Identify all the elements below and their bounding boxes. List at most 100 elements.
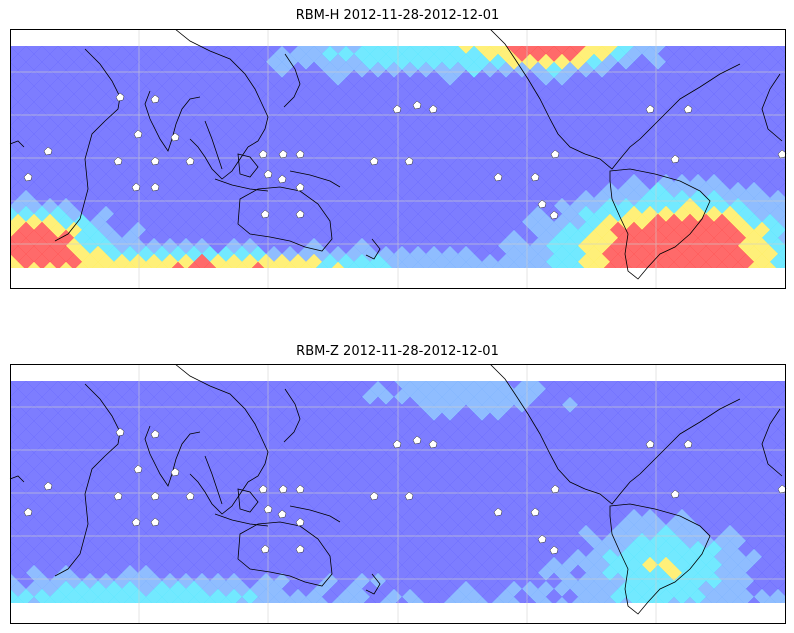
island-marker (150, 429, 160, 439)
coastline (489, 29, 586, 155)
band-mask-right (785, 29, 794, 289)
island-marker (23, 507, 33, 517)
island-marker (670, 489, 680, 499)
island-marker (493, 172, 503, 182)
coastline (237, 186, 333, 252)
island-marker (185, 156, 195, 166)
island-marker (369, 156, 379, 166)
coastline (289, 505, 341, 523)
island-marker (537, 534, 547, 544)
coastlines (9, 364, 783, 615)
band-mask-left (0, 29, 10, 289)
island-marker (150, 517, 160, 527)
gridlines (10, 29, 785, 288)
island-marker (278, 149, 288, 159)
island-marker (170, 467, 180, 477)
island-markers (23, 92, 787, 220)
island-marker (295, 182, 305, 192)
island-marker (295, 209, 305, 219)
island-marker (412, 435, 422, 445)
coastline (237, 521, 333, 587)
island-marker (530, 172, 540, 182)
island-marker (131, 182, 141, 192)
island-marker (295, 484, 305, 494)
map-frame (10, 364, 786, 624)
island-marker (115, 92, 125, 102)
island-marker (278, 484, 288, 494)
island-marker (133, 129, 143, 139)
island-marker (260, 209, 270, 219)
island-marker (493, 507, 503, 517)
island-marker (392, 104, 402, 114)
island-marker (392, 439, 402, 449)
coastline (584, 473, 641, 505)
coastline (639, 63, 741, 140)
island-marker (683, 104, 693, 114)
island-marker (43, 146, 53, 156)
island-marker (150, 94, 160, 104)
coastline (761, 73, 783, 142)
band-mask-bottom (0, 268, 794, 289)
island-marker (369, 491, 379, 501)
island-markers (23, 427, 787, 555)
island-marker (263, 169, 273, 179)
coastline (54, 383, 121, 577)
coastline (237, 488, 259, 513)
island-marker (412, 100, 422, 110)
island-marker (150, 182, 160, 192)
coastlines (9, 29, 783, 280)
coastline (283, 388, 301, 443)
island-marker (428, 439, 438, 449)
band-mask-bottom (0, 603, 794, 624)
band-mask-top (0, 364, 794, 381)
coastline (9, 475, 25, 483)
island-marker (670, 154, 680, 164)
coastline (174, 364, 269, 483)
coastline (609, 168, 711, 280)
coastline (289, 170, 341, 188)
island-marker (185, 491, 195, 501)
island-marker (150, 491, 160, 501)
island-marker (549, 545, 559, 555)
island-marker (404, 491, 414, 501)
coastline (761, 408, 783, 477)
band-mask-right (785, 364, 794, 624)
island-marker (277, 509, 287, 519)
coastline (204, 120, 223, 170)
coastline (365, 573, 381, 595)
map-panel-rbm-h (0, 29, 794, 289)
heatmap-tiles (0, 372, 794, 622)
coastline (639, 398, 741, 475)
coastline (9, 140, 25, 148)
coastline (204, 455, 223, 505)
island-marker (258, 149, 268, 159)
island-marker (404, 156, 414, 166)
island-marker (550, 149, 560, 159)
coastline (609, 503, 711, 615)
island-marker (115, 427, 125, 437)
island-marker (133, 464, 143, 474)
island-marker (258, 484, 268, 494)
band-mask-left (0, 364, 10, 624)
island-marker (537, 199, 547, 209)
island-marker (428, 104, 438, 114)
island-marker (645, 104, 655, 114)
coastline (174, 29, 269, 148)
map-title-rbm-h: RBM-H 2012-11-28-2012-12-01 (295, 8, 500, 23)
map-panel-rbm-z (0, 364, 794, 624)
island-marker (150, 156, 160, 166)
map-frame (10, 29, 786, 289)
coastline (237, 153, 259, 178)
island-marker (43, 481, 53, 491)
island-marker (23, 172, 33, 182)
map-title-rbm-z: RBM-Z 2012-11-28-2012-12-01 (296, 344, 499, 359)
coastline (54, 48, 121, 242)
band-mask-top (0, 29, 794, 46)
coastline (144, 425, 201, 487)
island-marker (277, 174, 287, 184)
island-marker (263, 504, 273, 514)
island-marker (170, 132, 180, 142)
island-marker (260, 544, 270, 554)
coastline (144, 90, 201, 152)
coastline (584, 138, 641, 170)
